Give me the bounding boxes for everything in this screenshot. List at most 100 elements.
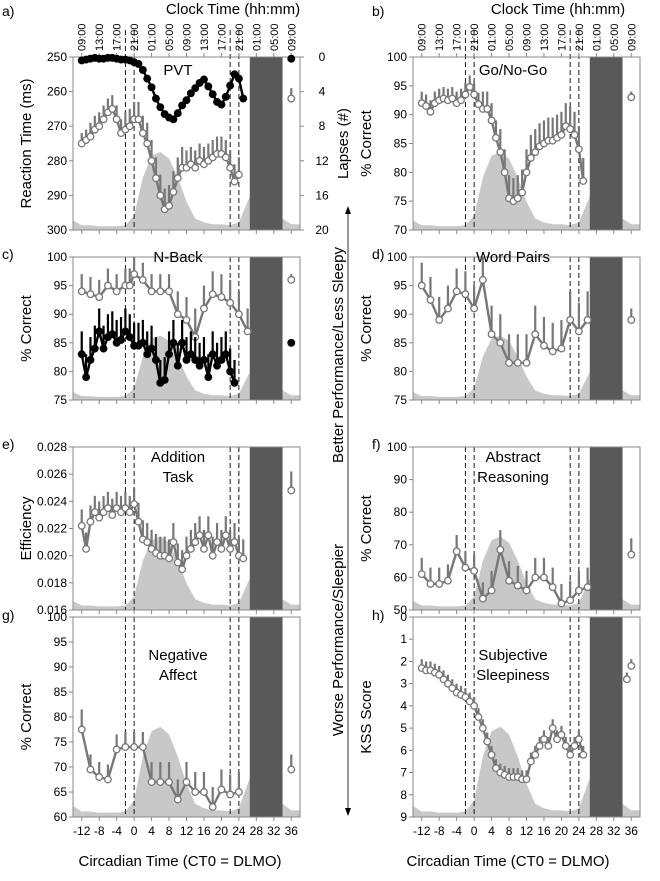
middle-label-up: Better Performance/Less Sleepy xyxy=(330,247,347,463)
y-tick-label: 100 xyxy=(387,50,407,64)
data-point xyxy=(151,174,160,183)
data-point xyxy=(160,376,169,384)
extra-point xyxy=(627,93,636,102)
data-point xyxy=(422,102,431,110)
panel-label: e) xyxy=(2,436,14,452)
data-point xyxy=(566,596,575,605)
y-axis-label: % Correct xyxy=(358,494,375,562)
data-point xyxy=(496,148,505,157)
panel-title: Addition xyxy=(151,449,205,466)
data-point xyxy=(191,163,200,172)
panel-g: 60 65 70 75 80 85 90 95 100 % Correct -12 -8 -4 0 4 8 12… xyxy=(2,607,301,838)
y-tick-label: 75 xyxy=(54,735,68,749)
data-point xyxy=(165,350,173,359)
sleep-band xyxy=(249,57,283,230)
data-point xyxy=(108,330,117,339)
y-tick-label: 250 xyxy=(47,50,67,64)
data-point xyxy=(103,281,112,290)
y-tick-label: 0.028 xyxy=(37,440,67,454)
x-tick-label: 12 xyxy=(180,824,194,838)
y-tick-label: 2 xyxy=(400,654,407,668)
data-point xyxy=(470,90,479,99)
data-point xyxy=(208,350,217,359)
x-tick-label: 20 xyxy=(555,824,569,838)
panel-title: Task xyxy=(163,469,194,486)
y-axis-label: % Correct xyxy=(18,683,35,751)
data-point xyxy=(95,327,104,336)
data-point xyxy=(478,275,487,284)
y-tick-label: 0.016 xyxy=(37,603,67,617)
data-point xyxy=(182,356,191,364)
x-tick-label: 28 xyxy=(250,824,264,838)
x-tick-label: 24 xyxy=(572,824,586,838)
x-tick-label: 12 xyxy=(520,824,534,838)
panel-title: Affect xyxy=(159,667,198,684)
y-tick-label: 1 xyxy=(400,632,407,646)
panel-title: N-Back xyxy=(153,249,203,266)
data-point xyxy=(173,310,182,319)
middle-arrow xyxy=(345,206,351,816)
circadian-time-title-left: Circadian Time (CT0 = DLMO) xyxy=(79,853,282,870)
extra-point xyxy=(287,765,296,774)
data-point xyxy=(505,358,513,367)
data-point xyxy=(204,82,213,91)
data-point xyxy=(147,156,156,165)
extra-point xyxy=(287,338,296,347)
panel-e: 0.016 0.018 0.020 0.022 0.024 0.026 0.028 Effic… xyxy=(2,436,301,617)
data-point xyxy=(103,775,112,784)
y-tick-label: 300 xyxy=(47,223,67,237)
data-point xyxy=(138,338,147,347)
sleep-band xyxy=(589,617,623,817)
data-point xyxy=(147,344,156,353)
data-point xyxy=(417,281,426,290)
data-point xyxy=(417,570,426,579)
data-point xyxy=(134,115,143,124)
data-point xyxy=(544,741,553,750)
data-point xyxy=(483,104,492,113)
circadian-time-title-right: Circadian Time (CT0 = DLMO) xyxy=(407,853,610,870)
data-point xyxy=(526,757,535,766)
data-point xyxy=(134,59,143,68)
data-point xyxy=(483,737,492,746)
data-point xyxy=(173,795,182,804)
data-point xyxy=(86,517,95,526)
data-point xyxy=(200,788,208,796)
data-point xyxy=(130,270,139,279)
data-point xyxy=(195,531,204,540)
data-point xyxy=(426,579,435,588)
clock-tick-label: 17:00 xyxy=(216,23,228,51)
data-point xyxy=(518,188,527,197)
data-point xyxy=(86,765,95,774)
data-point xyxy=(204,373,213,382)
y-tick-label: 0.020 xyxy=(37,549,67,563)
data-point xyxy=(531,330,540,339)
data-point xyxy=(95,293,104,301)
extra-point xyxy=(287,275,296,284)
y-tick-label: 80 xyxy=(394,505,408,519)
x-tick-label: 28 xyxy=(590,824,604,838)
y-tick-label: 0 xyxy=(400,610,407,624)
data-point xyxy=(496,545,505,554)
y2-tick-label: 0 xyxy=(319,50,326,64)
data-point xyxy=(204,531,213,540)
y-axis-label: % Correct xyxy=(358,294,375,362)
data-point xyxy=(531,750,540,759)
x-tick-label: 32 xyxy=(607,824,621,838)
data-point xyxy=(243,327,252,336)
y2-tick-label: 20 xyxy=(315,223,329,237)
y-tick-label: 5 xyxy=(400,721,407,735)
clock-tick-label: 13:00 xyxy=(94,23,106,51)
x-tick-label: -12 xyxy=(73,824,91,838)
data-point xyxy=(540,341,548,350)
clock-tick-label: 17:00 xyxy=(112,23,124,51)
data-point xyxy=(561,741,570,750)
y-tick-label: 0.022 xyxy=(37,522,67,536)
data-point xyxy=(226,544,235,553)
data-point xyxy=(426,295,435,304)
y-tick-label: 65 xyxy=(54,785,68,799)
data-point xyxy=(138,129,147,138)
data-point xyxy=(200,75,208,84)
data-point xyxy=(173,361,182,370)
data-point xyxy=(143,74,152,83)
clock-tick-label: 17:00 xyxy=(556,23,568,51)
